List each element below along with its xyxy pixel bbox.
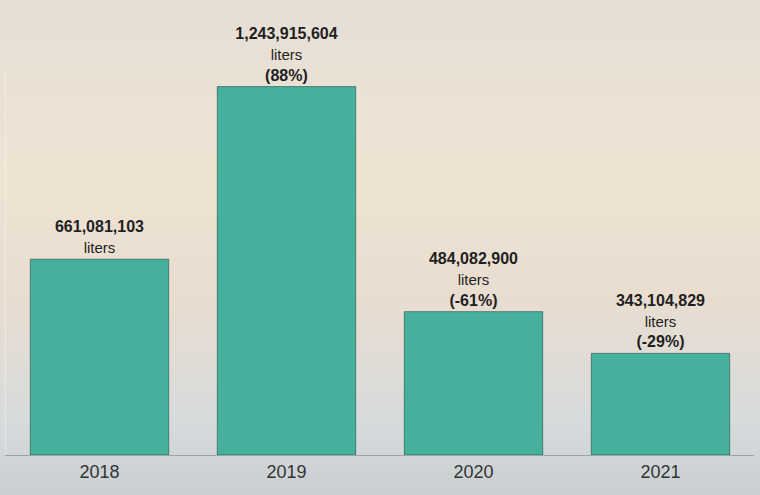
svg-text:2021: 2021 <box>640 462 680 482</box>
svg-text:661,081,103liters: 661,081,103liters <box>55 218 144 256</box>
svg-text:2019: 2019 <box>266 462 306 482</box>
svg-text:343,104,829liters(-29%): 343,104,829liters(-29%) <box>616 292 705 351</box>
svg-text:484,082,900liters(-61%): 484,082,900liters(-61%) <box>429 250 518 309</box>
svg-text:2020: 2020 <box>453 462 493 482</box>
svg-text:2018: 2018 <box>79 462 119 482</box>
svg-text:1,243,915,604liters(88%): 1,243,915,604liters(88%) <box>235 25 337 84</box>
